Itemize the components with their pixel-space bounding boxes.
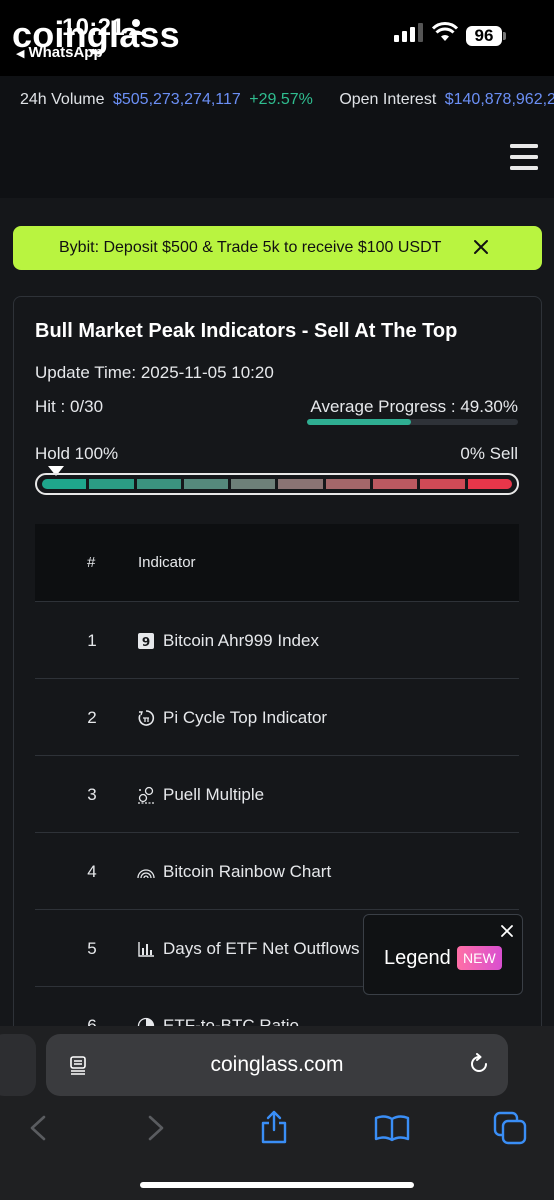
average-progress-fill bbox=[307, 419, 411, 425]
table-row[interactable]: 2 Pi Cycle Top Indicator bbox=[35, 679, 519, 756]
row-number: 3 bbox=[87, 785, 97, 804]
site-header bbox=[0, 124, 554, 198]
table-row[interactable]: 3 Puell Multiple bbox=[35, 756, 519, 833]
cellular-signal-icon bbox=[394, 23, 423, 42]
indicator-name[interactable]: Pi Cycle Top Indicator bbox=[163, 708, 328, 727]
ticker-label-oi: Open Interest bbox=[339, 91, 437, 108]
gauge-segment bbox=[89, 479, 134, 489]
row-number: 1 bbox=[87, 631, 97, 650]
table-row[interactable]: 1 9 Bitcoin Ahr999 Index bbox=[35, 602, 519, 679]
gauge-segment bbox=[420, 479, 465, 489]
back-triangle-icon: ◀ bbox=[16, 48, 25, 60]
row-number: 6 bbox=[85, 1016, 99, 1036]
gauge-segment bbox=[278, 479, 323, 489]
row-number: 5 bbox=[87, 939, 97, 958]
back-icon[interactable] bbox=[28, 1114, 48, 1142]
puell-icon bbox=[138, 786, 154, 804]
back-app-label: WhatsApp bbox=[28, 44, 103, 61]
indicator-name[interactable]: Bitcoin Rainbow Chart bbox=[163, 862, 332, 881]
gauge-segment bbox=[183, 479, 229, 489]
market-ticker: 24h Volume $505,273,274,117 +29.57% Open… bbox=[0, 76, 554, 124]
ticker-value-volume: $505,273,274,117 bbox=[112, 91, 241, 108]
battery-indicator: 96 bbox=[466, 26, 502, 46]
ticker-label-volume: 24h Volume bbox=[20, 91, 105, 108]
sell-label: 0% Sell bbox=[460, 444, 518, 463]
column-header-indicator: Indicator bbox=[138, 554, 196, 571]
hold-sell-gauge bbox=[35, 473, 519, 495]
home-indicator bbox=[140, 1182, 414, 1188]
gauge-segment bbox=[325, 479, 371, 489]
coinglass-logo[interactable]: coinglass bbox=[12, 14, 180, 55]
address-text[interactable]: coinglass.com bbox=[210, 1053, 344, 1076]
row-number: 2 bbox=[87, 708, 97, 727]
person-icon bbox=[129, 19, 143, 35]
address-bar[interactable] bbox=[46, 1034, 508, 1096]
column-header-number: # bbox=[87, 554, 96, 571]
tabs-icon[interactable] bbox=[493, 1111, 527, 1145]
update-time: Update Time: 2025-11-05 10:20 bbox=[35, 363, 274, 382]
wifi-icon bbox=[432, 22, 458, 41]
row-number: 4 bbox=[87, 862, 97, 881]
indicator-name[interactable]: Puell Multiple bbox=[163, 785, 265, 804]
new-badge: NEW bbox=[457, 946, 502, 970]
pi-cycle-icon bbox=[138, 710, 155, 726]
table-row[interactable]: 4 Bitcoin Rainbow Chart bbox=[35, 833, 519, 910]
close-icon[interactable] bbox=[472, 238, 490, 256]
status-time: 10:21 bbox=[62, 14, 125, 41]
share-icon[interactable] bbox=[259, 1110, 289, 1144]
card-title: Bull Market Peak Indicators - Sell At Th… bbox=[35, 320, 458, 342]
bookmarks-icon[interactable] bbox=[374, 1114, 410, 1142]
gauge-marker bbox=[48, 466, 64, 476]
average-progress-label: Average Progress : 49.30% bbox=[310, 397, 518, 416]
table-header: # Indicator bbox=[35, 524, 519, 602]
hit-count: Hit : 0/30 bbox=[35, 397, 104, 416]
legend-close-icon[interactable] bbox=[500, 924, 514, 938]
hold-label: Hold 100% bbox=[35, 444, 119, 463]
gauge-segment bbox=[467, 479, 512, 489]
average-progress-bar bbox=[307, 419, 518, 425]
back-to-app-link[interactable]: ◀ WhatsApp bbox=[16, 44, 103, 61]
forward-icon[interactable] bbox=[146, 1114, 166, 1142]
previous-tab-preview[interactable] bbox=[0, 1034, 36, 1096]
svg-text:9: 9 bbox=[142, 635, 150, 649]
indicators-table: # Indicator 1 9 Bitcoin Ahr999 Index 2 P… bbox=[35, 524, 519, 1064]
battery-tip bbox=[503, 32, 506, 40]
reload-icon[interactable] bbox=[468, 1053, 490, 1075]
gauge-segment bbox=[136, 479, 181, 489]
gauge-segment bbox=[42, 479, 87, 489]
gauge-segment bbox=[231, 479, 276, 489]
bar-chart-icon bbox=[138, 942, 154, 957]
table-row[interactable]: 5 Days of ETF Net Outflows bbox=[35, 910, 519, 987]
reader-mode-icon[interactable] bbox=[68, 1055, 88, 1075]
legend-label[interactable]: Legend bbox=[384, 947, 451, 969]
ticker-value-oi: $140,878,962,25 bbox=[444, 91, 554, 108]
hamburger-menu-icon[interactable] bbox=[508, 142, 540, 172]
nine-box-icon: 9 bbox=[138, 633, 154, 649]
ticker-change-volume: +29.57% bbox=[249, 91, 313, 108]
rainbow-icon bbox=[137, 869, 155, 879]
status-bar bbox=[0, 0, 554, 70]
gauge-segment bbox=[373, 479, 418, 489]
promo-banner[interactable]: Bybit: Deposit $500 & Trade 5k to receiv… bbox=[13, 226, 542, 270]
indicator-name[interactable]: Days of ETF Net Outflows bbox=[163, 939, 360, 958]
indicator-name[interactable]: Bitcoin Ahr999 Index bbox=[163, 631, 319, 650]
